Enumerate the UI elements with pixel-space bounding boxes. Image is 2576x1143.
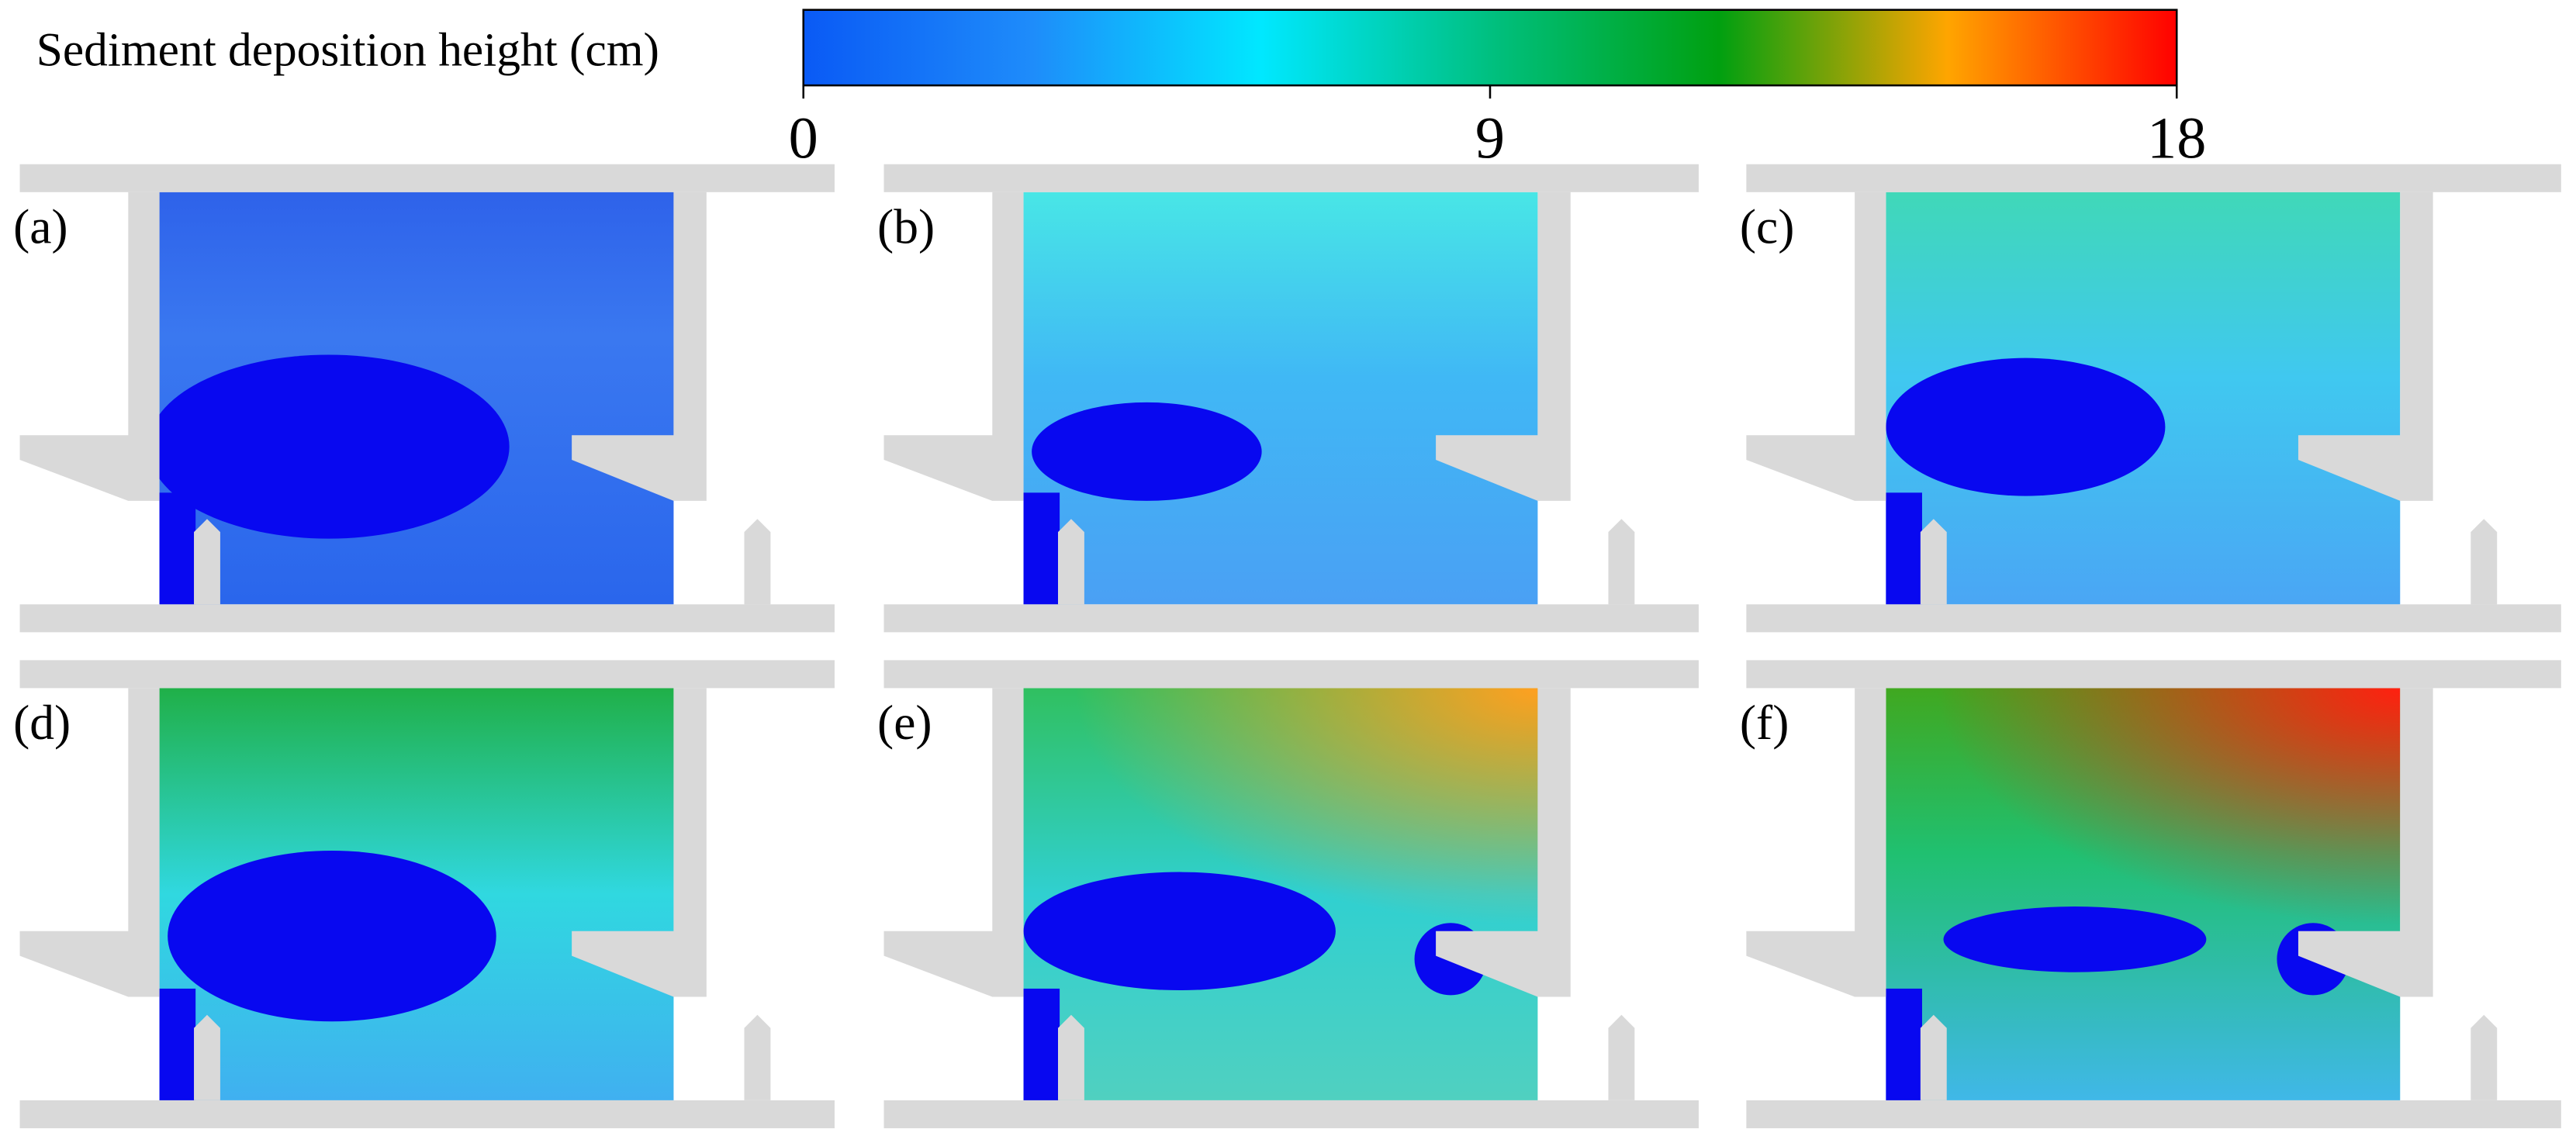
wall (883, 660, 1699, 689)
colorbar-tick-label: 0 (789, 105, 818, 171)
wall (19, 660, 835, 689)
pier (194, 1014, 220, 1100)
wall (883, 1100, 1699, 1128)
panel: (e) (877, 660, 1699, 1128)
scour-strip (1023, 988, 1060, 1100)
scour-zone (1023, 872, 1336, 991)
wall (2298, 688, 2433, 997)
panel-label: (e) (877, 695, 932, 750)
colorbar (802, 9, 2178, 87)
panel-label: (d) (13, 695, 71, 750)
panel: (c) (1740, 164, 2561, 633)
scour-zone (1032, 402, 1262, 501)
wall (1746, 192, 1886, 501)
wall (19, 604, 835, 633)
pier (1608, 1014, 1635, 1100)
pier (194, 519, 220, 605)
colorbar-tick-label: 18 (2147, 105, 2206, 171)
wall (1746, 660, 2561, 689)
panel-label: (f) (1740, 695, 1789, 750)
wall (883, 604, 1699, 633)
panel-label: (c) (1740, 199, 1795, 254)
colorbar-label: Sediment deposition height (cm) (36, 24, 659, 77)
pier (744, 1014, 771, 1100)
panel-label: (a) (13, 199, 68, 254)
wall (572, 688, 707, 997)
sediment-field (1023, 192, 1538, 605)
panel: (a) (13, 164, 835, 633)
panel: (b) (877, 164, 1699, 633)
scour-strip (1886, 492, 1922, 605)
wall (19, 192, 160, 501)
wall (2298, 192, 2433, 501)
wall (1746, 604, 2561, 633)
pier (744, 519, 771, 605)
pier (1920, 1014, 1947, 1100)
pier (1920, 519, 1947, 605)
scour-strip (159, 492, 196, 605)
wall (19, 1100, 835, 1128)
scour-strip (1886, 988, 1922, 1100)
scour-zone (168, 851, 496, 1022)
wall (19, 688, 160, 997)
colorbar-tick-label: 9 (1475, 105, 1505, 171)
pier (1608, 519, 1635, 605)
pier (2471, 1014, 2498, 1100)
wall (883, 688, 1024, 997)
wall (883, 164, 1699, 192)
scour-zone (147, 354, 510, 539)
wall (883, 192, 1024, 501)
scour-zone (1943, 906, 2207, 972)
pier (1058, 1014, 1084, 1100)
scour-strip (159, 988, 196, 1100)
panel: (f) (1740, 660, 2561, 1128)
panel-label: (b) (877, 199, 935, 254)
wall (1436, 688, 1571, 997)
panel: (d) (13, 660, 835, 1128)
wall (19, 164, 835, 192)
scour-strip (1023, 492, 1060, 605)
high-deposition-zone (1886, 688, 2401, 951)
pier (2471, 519, 2498, 605)
wall (1746, 164, 2561, 192)
wall (1746, 688, 1886, 997)
wall (1436, 192, 1571, 501)
scour-zone (1886, 357, 2166, 496)
wall (572, 192, 707, 501)
wall (1746, 1100, 2561, 1128)
pier (1058, 519, 1084, 605)
